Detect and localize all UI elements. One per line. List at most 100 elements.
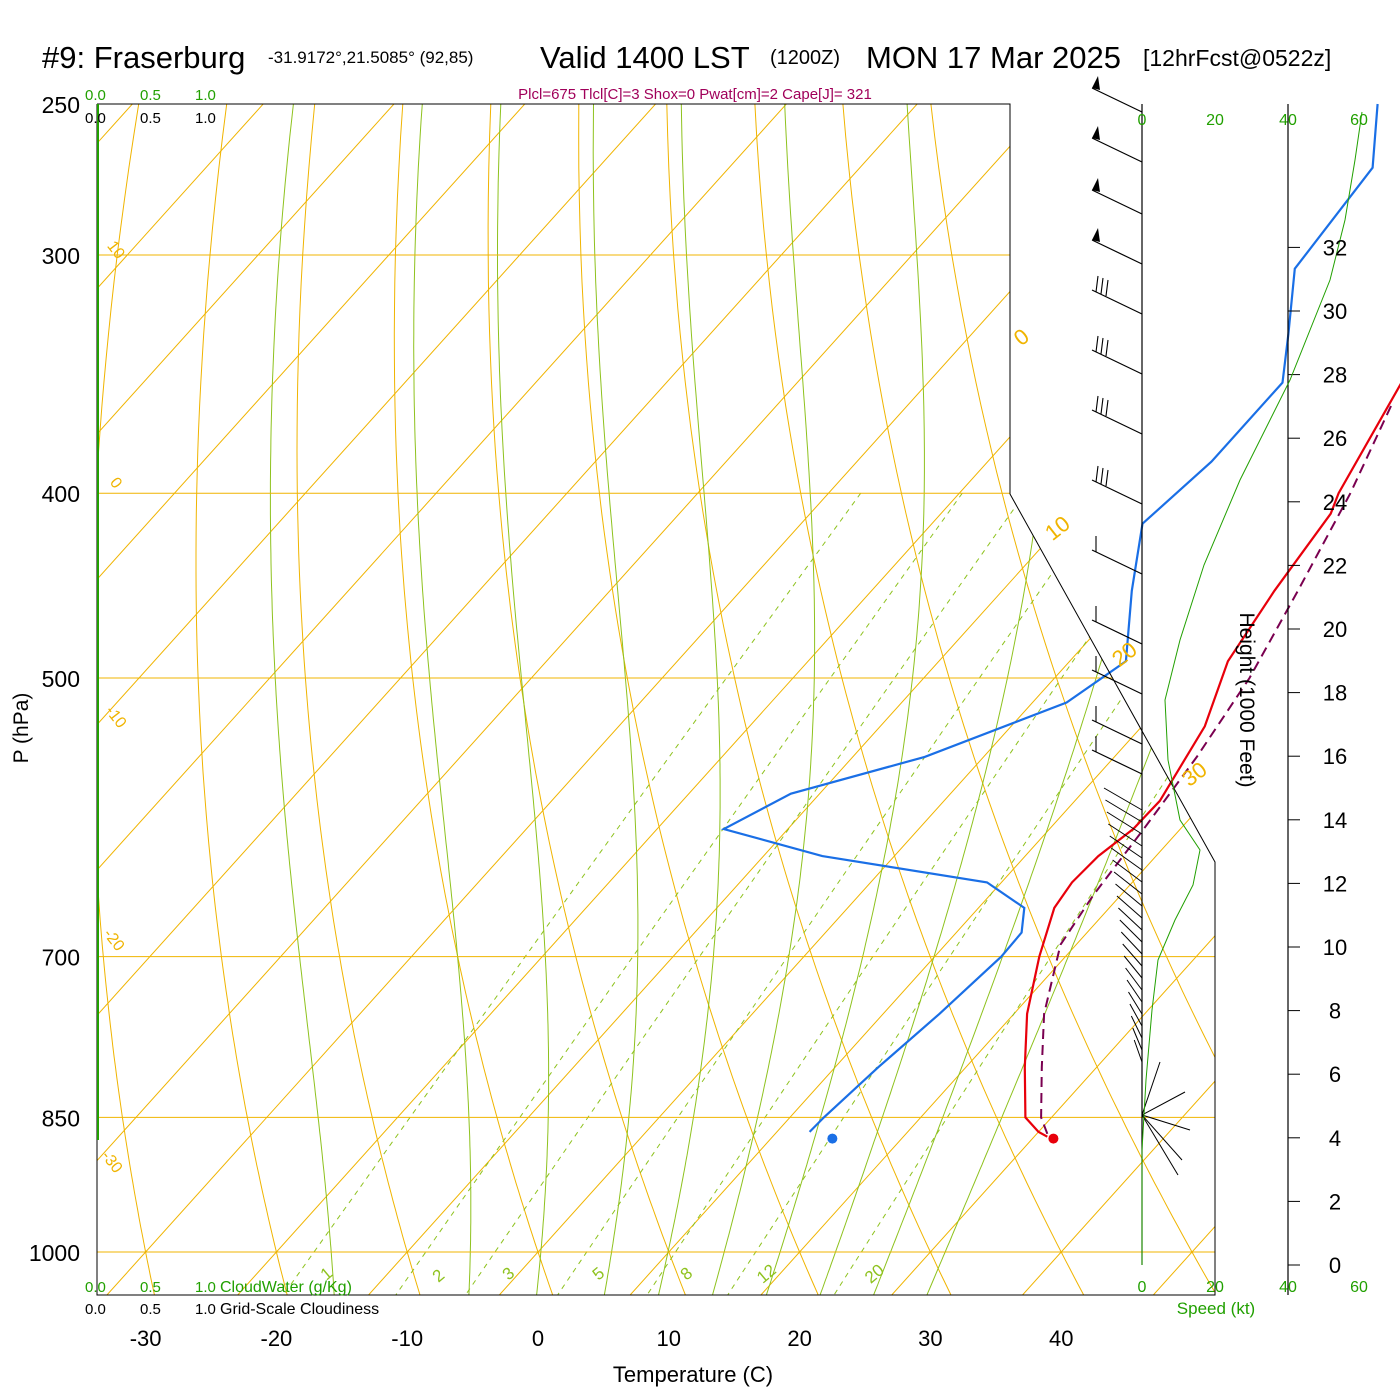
- wind-barb: [1108, 823, 1143, 847]
- height-tick-label: 18: [1323, 681, 1347, 706]
- dewpoint-profile: [720, 103, 1379, 1133]
- valid-date: MON 17 Mar 2025: [866, 40, 1121, 75]
- wind-barb: [1103, 787, 1143, 811]
- valid-zulu: (1200Z): [770, 47, 841, 69]
- wind-barb-pennant: [1092, 228, 1100, 242]
- wind-barb: [1113, 871, 1143, 895]
- wind-barb-pennant: [1092, 126, 1100, 140]
- cloudiness-scale-top: 0.5: [140, 110, 161, 127]
- wind-barb-feather: [1100, 277, 1104, 295]
- wind-barb: [1091, 137, 1143, 163]
- x-tick-label: -10: [391, 1326, 423, 1351]
- wind-barb-feather: [1095, 465, 1099, 483]
- moist-adiabat-line: [413, 104, 472, 1295]
- pressure-tick-label: 850: [42, 1105, 80, 1131]
- pressure-tick-label: 1000: [29, 1240, 80, 1266]
- pressure-tick-label: 500: [42, 666, 80, 692]
- forecast-label: [12hrFcst@0522z]: [1143, 45, 1332, 71]
- dry-adiabat-label: 10: [1040, 511, 1075, 546]
- wind-barb: [1091, 289, 1143, 315]
- dry-adiabat-label: -20: [100, 926, 128, 955]
- isotherm-line: [859, 104, 1215, 1295]
- moist-adiabat-line: [269, 104, 337, 1295]
- wind-speed-profile: [1141, 111, 1363, 1265]
- x-tick-label: 30: [918, 1326, 942, 1351]
- dry-adiabat-line: [296, 104, 432, 1295]
- x-tick-label: 40: [1049, 1326, 1073, 1351]
- wind-barb: [1141, 1114, 1179, 1176]
- dry-adiabat-label: -30: [98, 1148, 126, 1177]
- wind-barb: [1141, 1114, 1183, 1161]
- isotherm-line: [97, 104, 425, 1295]
- wind-barb-feather: [1100, 337, 1104, 355]
- x-tick-label: -30: [130, 1326, 162, 1351]
- isotherm-line: [728, 104, 1215, 1295]
- cloudiness-scale-top: 0.0: [85, 110, 106, 127]
- x-axis-title: Temperature (C): [613, 1362, 773, 1387]
- height-tick-label: 14: [1323, 808, 1347, 833]
- isotherm-line: [205, 104, 1215, 1295]
- wind-barb: [1091, 479, 1143, 505]
- wind-barb: [1120, 931, 1143, 955]
- wind-barb: [1091, 719, 1143, 745]
- isotherm-line: [97, 104, 1079, 1295]
- isotherm-line: [335, 104, 1215, 1295]
- wind-barb: [1112, 859, 1143, 883]
- wind-barb-feather: [1095, 335, 1099, 353]
- cloudwater-scale-top: 1.0: [195, 87, 216, 104]
- wind-barb: [1122, 943, 1143, 967]
- wind-barb: [1132, 1027, 1143, 1051]
- wind-barb: [1125, 967, 1143, 991]
- wind-speed-tick-top: 20: [1206, 112, 1224, 129]
- wind-barb: [1141, 1091, 1186, 1116]
- wind-barb-feather: [1095, 275, 1099, 293]
- dry-adiabat-line: [487, 104, 701, 1295]
- isotherm-line: [466, 104, 1215, 1295]
- wind-barb: [1091, 669, 1143, 695]
- station-title: #9: Fraserburg: [42, 40, 246, 75]
- height-tick-label: 10: [1323, 935, 1347, 960]
- height-tick-label: 20: [1323, 617, 1347, 642]
- wind-barb-feather: [1105, 469, 1109, 487]
- height-tick-label: 8: [1329, 999, 1341, 1024]
- height-tick-label: 24: [1323, 490, 1347, 515]
- dry-adiabat-line: [97, 104, 163, 1295]
- wind-barb-feather: [1105, 279, 1109, 297]
- dry-adiabat-line: [578, 104, 835, 1295]
- cloudwater-scale-top: 0.0: [85, 87, 106, 104]
- title-row: #9: Fraserburg -31.9172°,21.5085° (92,85…: [0, 36, 1400, 86]
- isotherm-line: [1120, 104, 1215, 1295]
- moist-adiabat-line: [592, 104, 639, 1295]
- wind-barb: [1123, 955, 1143, 979]
- wind-speed-tick-bottom: 20: [1206, 1279, 1224, 1296]
- height-tick-label: 12: [1323, 871, 1347, 896]
- isotherm-line: [97, 104, 948, 1295]
- x-tick-label: 0: [532, 1326, 544, 1351]
- cloudiness-scale-top: 1.0: [195, 110, 216, 127]
- isotherm-line: [97, 104, 294, 1295]
- cloudiness-axis-label: Grid-Scale Cloudiness: [220, 1301, 379, 1318]
- height-tick-label: 32: [1323, 235, 1347, 260]
- height-tick-label: 26: [1323, 426, 1347, 451]
- dry-adiabat-line: [926, 104, 1215, 1295]
- moist-adiabat-line: [649, 104, 721, 1295]
- mixing-ratio-label: 5: [589, 1263, 608, 1284]
- dry-adiabat-line: [1187, 104, 1215, 1295]
- temperature-profile: [1023, 383, 1400, 1138]
- moist-adiabat-line: [806, 104, 1054, 1295]
- wind-barb: [1106, 811, 1143, 835]
- wind-barb: [1116, 895, 1143, 919]
- dry-adiabat-line: [195, 104, 298, 1295]
- dry-adiabat-label: 0: [106, 474, 125, 492]
- height-tick-label: 0: [1329, 1253, 1341, 1278]
- mixing-ratio-label: 3: [499, 1263, 518, 1284]
- moist-adiabat-line: [497, 104, 550, 1295]
- height-tick-label: 6: [1329, 1062, 1341, 1087]
- wind-barb: [1133, 1039, 1143, 1063]
- wind-barb: [1091, 87, 1143, 113]
- wind-barb: [1109, 835, 1143, 859]
- mixing-ratio-line: [703, 492, 1215, 1295]
- surface-temperature-marker: [1048, 1133, 1059, 1144]
- wind-barb: [1115, 883, 1143, 907]
